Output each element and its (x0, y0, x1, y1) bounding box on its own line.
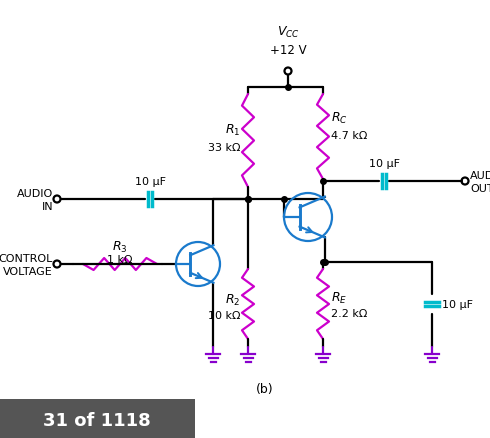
Text: $R_3$: $R_3$ (112, 239, 128, 254)
Text: CONTROL: CONTROL (0, 254, 53, 263)
Text: OUT: OUT (470, 184, 490, 194)
Text: +12 V: +12 V (270, 43, 306, 57)
Text: (b): (b) (256, 383, 274, 396)
Text: 10 μF: 10 μF (134, 177, 166, 187)
Text: $R_2$: $R_2$ (225, 292, 240, 307)
Text: 31 of 1118: 31 of 1118 (43, 411, 151, 429)
Text: 2.2 kΩ: 2.2 kΩ (331, 308, 368, 318)
Text: 10 kΩ: 10 kΩ (207, 310, 240, 320)
Text: 10 μF: 10 μF (368, 159, 399, 169)
Text: 1 kΩ: 1 kΩ (107, 254, 133, 265)
Text: $R_1$: $R_1$ (224, 122, 240, 137)
Text: IN: IN (41, 201, 53, 212)
Text: 33 kΩ: 33 kΩ (207, 143, 240, 153)
Text: AUDIO: AUDIO (17, 189, 53, 198)
Text: $R_E$: $R_E$ (331, 290, 347, 305)
Text: 10 μF: 10 μF (442, 299, 473, 309)
Text: AUDIO: AUDIO (470, 171, 490, 180)
Text: $V_{CC}$: $V_{CC}$ (277, 25, 299, 39)
FancyBboxPatch shape (0, 399, 195, 438)
Text: 4.7 kΩ: 4.7 kΩ (331, 131, 368, 141)
Text: $R_C$: $R_C$ (331, 110, 348, 125)
Text: VOLTAGE: VOLTAGE (3, 266, 53, 276)
